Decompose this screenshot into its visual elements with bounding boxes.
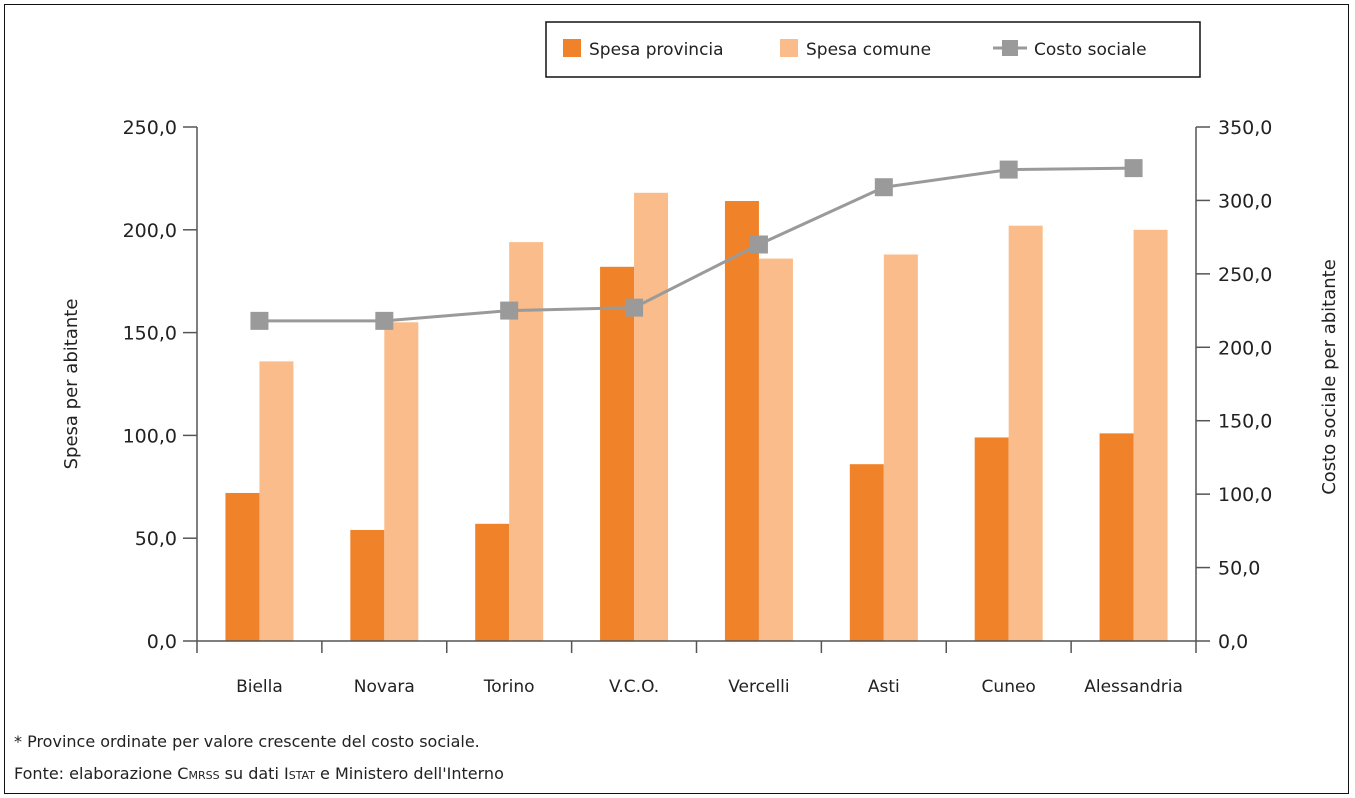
bar-spesa-comune	[758, 258, 793, 641]
y2-tick-label: 200,0	[1218, 337, 1272, 359]
bar-spesa-provincia	[849, 464, 884, 641]
x-tick-label: Asti	[868, 677, 900, 697]
x-tick-label: Torino	[483, 677, 535, 697]
line-costo-sociale	[259, 166, 1134, 323]
legend-label-costo-sociale: Costo sociale	[1034, 40, 1147, 60]
y2-tick-label: 100,0	[1218, 484, 1272, 506]
bar-spesa-provincia	[600, 266, 635, 641]
legend-label-spesa-comune: Spesa comune	[806, 40, 931, 60]
bar-spesa-provincia	[350, 529, 385, 641]
source-prefix: Fonte: elaborazione	[14, 764, 178, 783]
bar-spesa-comune	[634, 192, 669, 642]
marker-costo-sociale	[500, 301, 519, 320]
y-tick-label: 50,0	[135, 528, 177, 550]
y-tick-label: 200,0	[123, 220, 177, 242]
y-tick-label: 250,0	[123, 117, 177, 139]
y2-tick-label: 250,0	[1218, 264, 1272, 286]
bar-spesa-comune	[384, 322, 419, 641]
source-org-cmrss: Cmrss	[177, 764, 220, 783]
bar-spesa-comune	[259, 361, 294, 641]
y-tick-label: 150,0	[123, 323, 177, 345]
x-tick-label: Alessandria	[1084, 677, 1183, 697]
x-tick-label: Cuneo	[982, 677, 1036, 697]
plot-area: 0,0 50,0 100,0 150,0 200,0 250,0 0,0 50,0 100,0 1…	[123, 117, 1273, 697]
legend-label-spesa-provincia: Spesa provincia	[589, 40, 724, 60]
legend-box	[545, 21, 1201, 78]
legend-swatch-spesa-provincia	[563, 39, 581, 57]
marker-costo-sociale	[874, 178, 893, 197]
bar-spesa-comune	[883, 254, 918, 642]
y2-tick-label: 50,0	[1218, 558, 1260, 580]
x-tick-label: V.C.O.	[609, 677, 659, 697]
source-org-istat: Istat	[283, 764, 315, 783]
bar-spesa-comune	[1008, 225, 1043, 642]
x-tick-label: Vercelli	[728, 677, 789, 697]
bar-spesa-provincia	[225, 492, 260, 641]
source-mid: su dati	[219, 764, 284, 783]
y2-tick-label: 150,0	[1218, 411, 1272, 433]
marker-costo-sociale	[250, 311, 269, 330]
marker-costo-sociale	[625, 298, 644, 317]
bar-spesa-provincia	[724, 201, 759, 642]
bar-spesa-provincia	[1099, 433, 1134, 641]
source-suffix: e Ministero dell'Interno	[314, 764, 504, 783]
legend: Spesa provincia Spesa comune Costo socia…	[545, 21, 1201, 78]
marker-costo-sociale	[999, 160, 1018, 179]
marker-costo-sociale	[375, 311, 394, 330]
y2-tick-label: 0,0	[1218, 631, 1248, 653]
y-tick-label: 100,0	[123, 425, 177, 447]
marker-costo-sociale	[1124, 159, 1143, 178]
y2-tick-label: 350,0	[1218, 117, 1272, 139]
footnote: * Province ordinate per valore crescente…	[14, 732, 480, 751]
chart-frame	[4, 4, 1349, 794]
x-tick-label: Novara	[354, 677, 415, 697]
bar-spesa-provincia	[974, 437, 1009, 641]
bar-spesa-provincia	[475, 523, 510, 641]
legend-swatch-spesa-comune	[780, 39, 798, 57]
y2-axis-title: Costo sociale per abitante	[1319, 259, 1340, 495]
legend-marker-costo-sociale	[1002, 40, 1018, 56]
y-tick-label: 0,0	[147, 631, 177, 653]
y-axis-title: Spesa per abitante	[61, 299, 82, 470]
source-note: Fonte: elaborazione Cmrss su dati Istat …	[14, 764, 504, 783]
bar-spesa-comune	[1133, 229, 1168, 642]
marker-costo-sociale	[749, 235, 768, 254]
x-tick-label: Biella	[236, 677, 283, 697]
y2-tick-label: 300,0	[1218, 190, 1272, 212]
